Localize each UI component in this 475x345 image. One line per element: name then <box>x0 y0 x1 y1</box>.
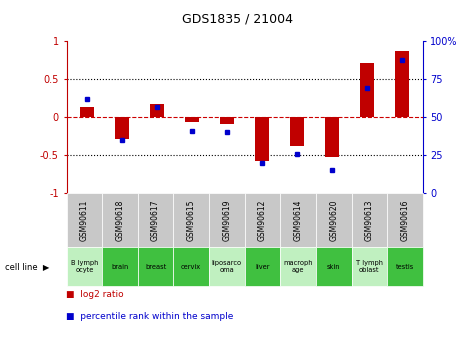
Text: GSM90613: GSM90613 <box>365 199 374 241</box>
Bar <box>185 117 199 122</box>
Text: GSM90615: GSM90615 <box>187 199 196 241</box>
Bar <box>325 117 339 157</box>
Text: cervix: cervix <box>181 264 201 269</box>
Bar <box>290 117 304 146</box>
Text: GDS1835 / 21004: GDS1835 / 21004 <box>182 12 293 25</box>
Text: GSM90619: GSM90619 <box>222 199 231 241</box>
Text: brain: brain <box>111 264 129 269</box>
Text: GSM90617: GSM90617 <box>151 199 160 241</box>
Text: macroph
age: macroph age <box>283 260 313 273</box>
Text: skin: skin <box>327 264 341 269</box>
Text: liver: liver <box>255 264 270 269</box>
Bar <box>80 107 95 117</box>
Text: B lymph
ocyte: B lymph ocyte <box>71 260 98 273</box>
Text: GSM90616: GSM90616 <box>400 199 409 241</box>
Bar <box>220 117 234 124</box>
Text: GSM90612: GSM90612 <box>258 199 267 240</box>
Bar <box>360 63 374 117</box>
Bar <box>395 51 409 117</box>
Text: testis: testis <box>396 264 414 269</box>
Text: GSM90614: GSM90614 <box>294 199 303 241</box>
Text: breast: breast <box>145 264 166 269</box>
Text: T lymph
oblast: T lymph oblast <box>356 260 383 273</box>
Text: cell line  ▶: cell line ▶ <box>5 262 49 271</box>
Text: GSM90611: GSM90611 <box>80 199 89 240</box>
Bar <box>115 117 129 139</box>
Text: liposarco
oma: liposarco oma <box>212 260 242 273</box>
Bar <box>255 117 269 160</box>
Bar <box>150 104 164 117</box>
Text: GSM90620: GSM90620 <box>329 199 338 241</box>
Text: GSM90618: GSM90618 <box>115 199 124 240</box>
Text: ■  percentile rank within the sample: ■ percentile rank within the sample <box>66 312 234 321</box>
Text: ■  log2 ratio: ■ log2 ratio <box>66 290 124 299</box>
